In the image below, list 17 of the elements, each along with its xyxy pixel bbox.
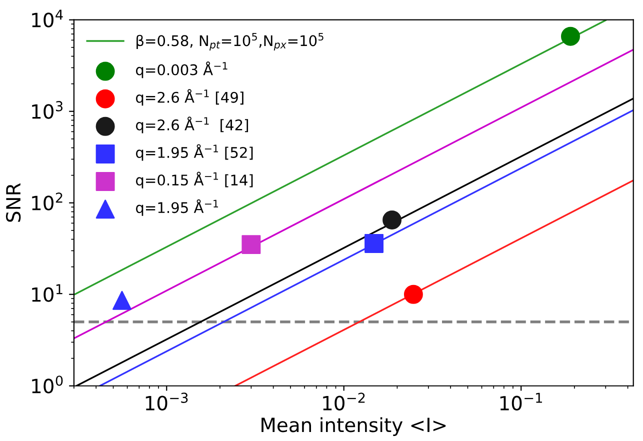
- y-axis-title: SNR: [6, 183, 21, 222]
- x-tick-label: 10$^{−2}$: [323, 392, 365, 410]
- legend-label: β=0.58, N$_{pt}$=10$^{5}$,N$_{px}$=10$^{5}$: [136, 32, 324, 51]
- x-axis-title: Mean intensity <I>: [262, 417, 446, 436]
- legend-label: q=1.95 Å$^{−1}$ [52]: [136, 144, 253, 161]
- legend-label: q=0.003 Å$^{−1}$: [136, 62, 228, 78]
- y-tick-label: 10$^{3}$: [32, 101, 62, 119]
- x-tick-label: 10$^{−3}$: [146, 392, 188, 410]
- x-tick-label: 10$^{−1}$: [500, 392, 542, 411]
- legend-label: q=2.6 Å$^{−1}$ [49]: [136, 89, 244, 106]
- legend-label: q=2.6 Å$^{−1}$ [42]: [136, 116, 248, 134]
- y-tick-label: 10$^{2}$: [32, 192, 62, 210]
- y-tick-label: 10$^{0}$: [32, 376, 63, 394]
- legend-label: q=0.15 Å$^{−1}$ [14]: [136, 172, 253, 188]
- y-tick-label: 10$^{4}$: [32, 10, 63, 28]
- y-tick-label: 10$^{1}$: [32, 284, 62, 302]
- legend-label: q=1.95 Å$^{−1}$: [136, 199, 218, 216]
